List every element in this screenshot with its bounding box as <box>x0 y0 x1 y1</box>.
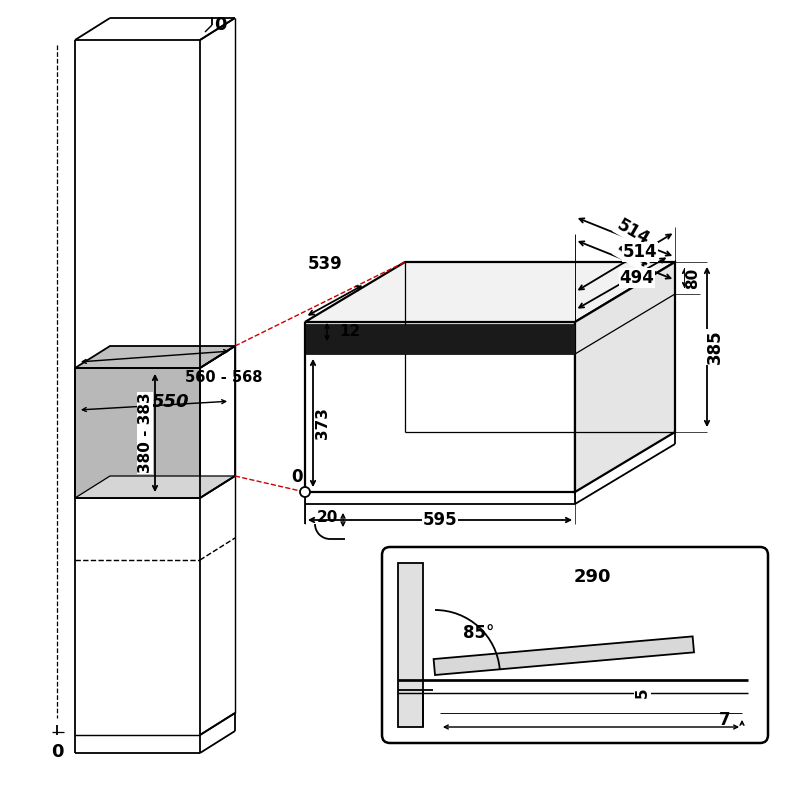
Text: 560 - 568: 560 - 568 <box>185 370 262 386</box>
Text: 5: 5 <box>635 687 650 698</box>
Polygon shape <box>75 476 235 498</box>
Text: 514: 514 <box>614 215 653 249</box>
FancyBboxPatch shape <box>382 547 768 743</box>
Text: 12: 12 <box>339 325 361 339</box>
Text: 494: 494 <box>619 269 654 287</box>
Text: 290: 290 <box>574 568 611 586</box>
Text: 20: 20 <box>316 510 338 526</box>
Text: 373: 373 <box>315 407 330 439</box>
Text: 80: 80 <box>686 267 701 289</box>
Text: 85°: 85° <box>463 624 494 642</box>
Text: 380 - 383: 380 - 383 <box>138 393 153 474</box>
Text: 0: 0 <box>291 468 302 486</box>
Text: 514: 514 <box>622 243 658 261</box>
Text: 0: 0 <box>214 16 226 34</box>
Polygon shape <box>434 637 694 675</box>
Polygon shape <box>75 368 200 498</box>
Circle shape <box>300 487 310 497</box>
Text: 7: 7 <box>719 711 731 729</box>
Polygon shape <box>575 262 675 492</box>
Text: 494: 494 <box>614 238 653 271</box>
Text: 385: 385 <box>706 330 724 364</box>
Bar <box>398 563 423 727</box>
Text: 0: 0 <box>50 743 63 761</box>
Text: 595: 595 <box>422 511 458 529</box>
Text: 550: 550 <box>152 393 190 411</box>
Bar <box>305 324 575 354</box>
Polygon shape <box>75 346 235 368</box>
Text: 539: 539 <box>308 255 342 273</box>
Polygon shape <box>305 262 675 322</box>
